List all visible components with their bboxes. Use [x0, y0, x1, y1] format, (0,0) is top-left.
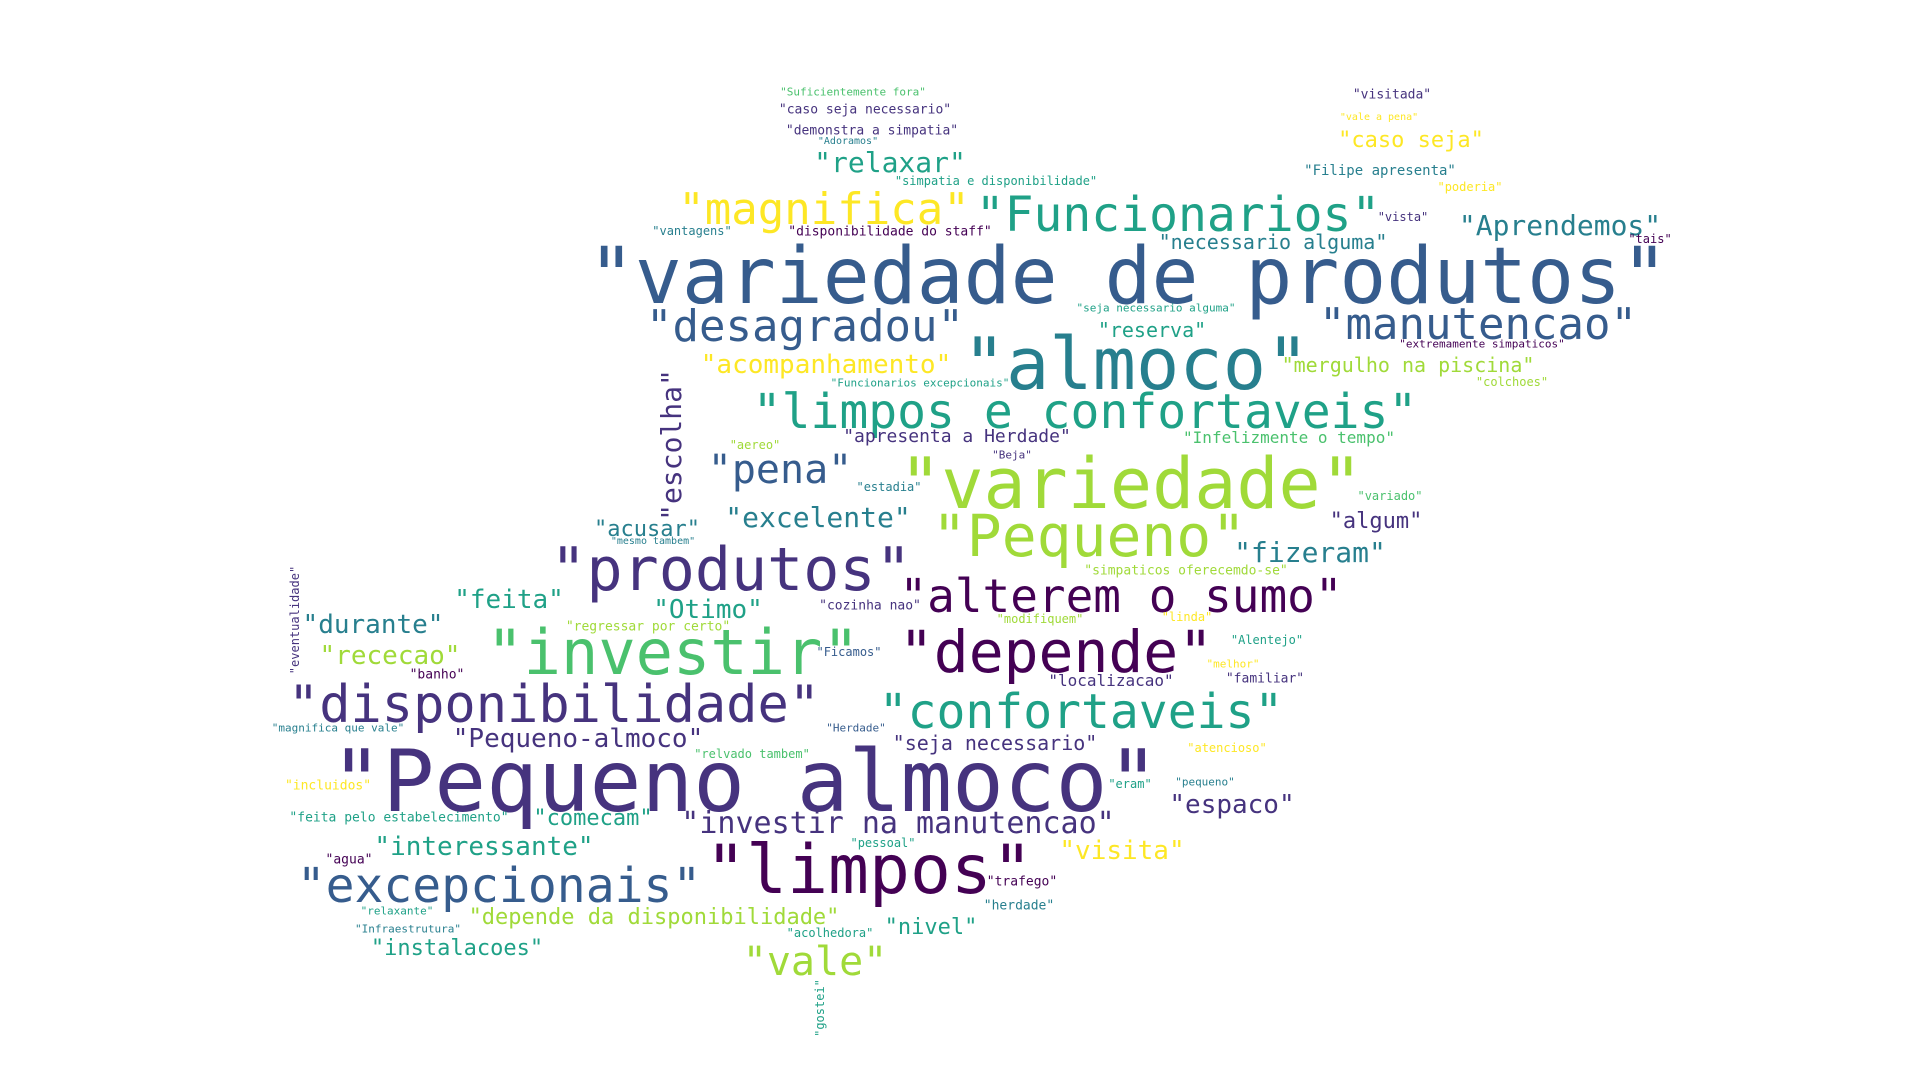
word-cloud-term: "simpaticos oferecemdo-se" [1084, 563, 1288, 579]
word-cloud-term: "apresenta a Herdade" [843, 426, 1071, 447]
word-cloud-term: "excelente" [725, 501, 911, 534]
word-cloud-term: "tais" [1628, 232, 1672, 246]
word-cloud-term: "demonstra a simpatia" [785, 123, 959, 139]
word-cloud-term: "espaco" [1169, 790, 1295, 820]
word-cloud-term: "interessante" [374, 832, 594, 862]
word-cloud-term: "Filipe apresenta" [1304, 163, 1456, 179]
word-cloud-term: "agua" [325, 852, 373, 868]
word-cloud-term: "investir" [486, 616, 860, 689]
word-cloud-term: "regressar por certo" [565, 619, 731, 635]
word-cloud-term: "vale" [742, 939, 888, 985]
word-cloud-term: "feita pelo estabelecimento" [289, 810, 509, 826]
word-cloud-term: "localizacao" [1048, 671, 1174, 690]
word-cloud-term: "vantagens" [652, 224, 732, 238]
word-cloud-term: "variedade de produtos" [587, 232, 1669, 322]
word-cloud-term: "herdade" [983, 898, 1055, 914]
word-cloud-term: "vale a pena" [1339, 112, 1419, 123]
word-cloud-term: "aereo" [729, 438, 781, 452]
word-cloud-term: "relvado tambem" [694, 747, 810, 761]
word-cloud-term: "rececao" [319, 641, 461, 671]
word-cloud-term: "fizeram" [1234, 536, 1386, 569]
word-cloud-term: "Infraestrutura" [355, 922, 461, 936]
word-cloud-term: "Funcionarios excepcionais" [830, 376, 1010, 390]
word-cloud-term: "Pequeno almoco" [330, 732, 1160, 832]
word-cloud-term: "linda" [1161, 610, 1213, 624]
word-cloud-term: "seja necessario" [892, 731, 1098, 755]
word-cloud-term: "caso seja necessario" [778, 102, 952, 118]
word-cloud-term: "depende da disponibilidade" [468, 905, 840, 930]
word-cloud-term: "gostei" [813, 979, 827, 1037]
word-cloud-term: "disponibilidade do staff" [788, 224, 992, 240]
word-cloud-term: "atencioso" [1187, 741, 1267, 755]
word-cloud-term: "acompanhamento" [700, 350, 952, 380]
word-cloud-term: "Pequeno" [931, 502, 1247, 570]
word-cloud-term: "Otimo" [653, 595, 763, 625]
word-cloud-term: "eventualidade" [288, 565, 302, 675]
word-cloud-term: "mesmo tambem" [610, 536, 696, 547]
word-cloud-term: "extremamente simpaticos" [1399, 337, 1565, 351]
word-cloud-term: "Alentejo" [1230, 633, 1304, 647]
word-cloud-term: "Suficientemente fora" [780, 85, 926, 99]
word-cloud-term: "pena" [707, 447, 853, 493]
word-cloud-term: "Ficamos" [816, 645, 882, 659]
word-cloud-term: "cozinha nao" [819, 598, 921, 614]
word-cloud-term: "almoco" [962, 322, 1310, 406]
word-cloud-term: "Adoramos" [817, 136, 879, 147]
word-cloud-term: "confortaveis" [878, 684, 1284, 740]
word-cloud-term: "banho" [409, 667, 465, 683]
word-cloud-term: "feita" [454, 585, 564, 615]
word-cloud-term: "variado" [1357, 489, 1423, 503]
word-cloud-term: "pequeno" [1175, 775, 1235, 789]
word-cloud-term: "durante" [302, 610, 444, 640]
word-cloud-term: "manutencao" [1319, 299, 1637, 350]
word-cloud-term: "produtos" [550, 535, 912, 605]
word-cloud-term: "relaxante" [360, 904, 434, 918]
word-cloud-term: "melhor" [1206, 657, 1260, 671]
word-cloud-term: "desagradou" [646, 301, 964, 352]
word-cloud-term: "visita" [1059, 836, 1185, 866]
word-cloud-term: "reserva" [1097, 318, 1207, 342]
word-cloud-term: "pessoal" [850, 836, 916, 850]
word-cloud-term: "disponibilidade" [287, 675, 821, 735]
word-cloud-term: "instalacoes" [370, 936, 544, 961]
word-cloud-term: "magnifica" [678, 184, 970, 235]
word-cloud-term: "investir na manutencao" [681, 806, 1115, 841]
word-cloud-term: "limpos e confortaveis" [752, 384, 1418, 440]
word-cloud-term: "acusar" [594, 517, 700, 542]
word-cloud-term: "Herdade" [826, 721, 886, 735]
word-cloud-term: "familiar" [1225, 671, 1305, 687]
word-cloud-term: "mergulho na piscina" [1281, 353, 1535, 377]
word-cloud-term: "modifiquem" [996, 612, 1084, 626]
word-cloud-term: "poderia" [1437, 180, 1503, 194]
word-cloud-term: "acolhedora" [786, 926, 874, 940]
word-cloud-term: "vista" [1377, 210, 1429, 224]
word-cloud-term: "Pequeno-almoco" [452, 724, 704, 754]
word-cloud-term: "Aprendemos" [1458, 209, 1662, 242]
word-cloud-term: "limpos" [705, 831, 1033, 910]
word-cloud-term: "Funcionarios" [975, 187, 1381, 243]
word-cloud-term: "estadia" [856, 480, 922, 494]
word-cloud-term: "visitada" [1352, 87, 1432, 103]
word-cloud-term: "incluidos" [284, 778, 372, 794]
word-cloud-term: "necessario alguma" [1158, 230, 1388, 254]
word-cloud-term: "trafego" [986, 874, 1058, 890]
word-cloud-term: "Infelizmente o tempo" [1183, 428, 1395, 447]
word-cloud-term: "relaxar" [814, 146, 966, 179]
word-cloud-term: "variedade" [899, 443, 1363, 525]
word-cloud-term: "magnifica que vale" [271, 721, 405, 735]
word-cloud-term: "seja necessario alguma" [1076, 301, 1236, 315]
word-cloud-term: "simpatia e disponibilidade" [894, 174, 1098, 188]
word-cloud-term: "depende" [898, 618, 1214, 686]
word-cloud-term: "caso seja" [1338, 128, 1484, 153]
word-cloud-term: "algum" [1329, 509, 1423, 534]
word-cloud-term: "alterem o sumo" [899, 569, 1343, 623]
word-cloud-term: "escolha" [655, 369, 688, 521]
word-cloud-term: "nivel" [884, 915, 978, 940]
word-cloud-term: "Beja" [992, 448, 1032, 462]
word-cloud-term: "excepcionais" [296, 858, 702, 914]
word-cloud-term: "comecam" [533, 806, 653, 831]
word-cloud-term: "eram" [1108, 777, 1152, 791]
word-cloud-term: "colchoes" [1475, 375, 1549, 389]
